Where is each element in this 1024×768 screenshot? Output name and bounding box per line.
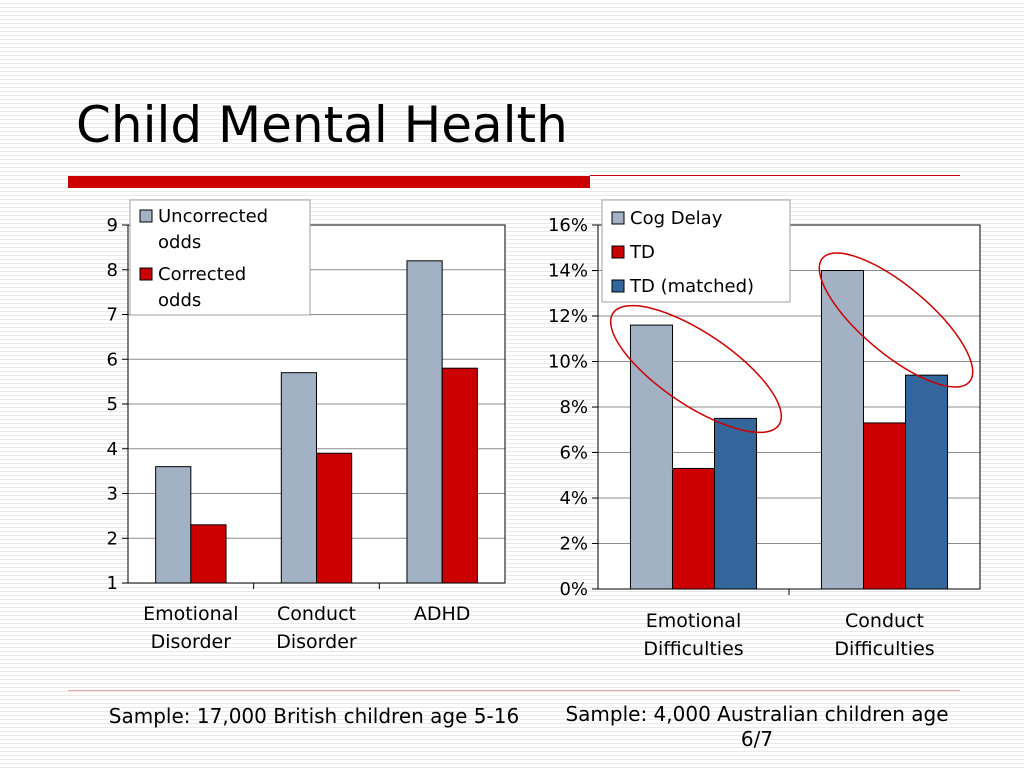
legend-swatch [611,245,625,259]
bar [905,374,949,590]
annotation-ellipse [609,304,783,434]
legend-label: odds [158,290,201,311]
y-tick-label: 2 [107,528,118,549]
y-tick-label: 3 [107,484,118,505]
legend-swatch [611,211,625,225]
bar [406,260,443,584]
x-tick-label: Emotional [143,603,238,625]
y-tick-label: 0% [559,579,588,600]
y-tick-label: 12% [548,306,588,327]
y-tick-label: 14% [548,261,588,282]
title-accent-bar [68,176,590,188]
legend [129,199,311,316]
y-tick-label: 9 [107,215,118,236]
title-rule-thin [590,175,960,176]
annotation-ellipse [818,252,974,388]
bar [280,372,317,584]
x-tick-label: Conduct [845,610,924,632]
legend [601,199,791,303]
legend-label: Uncorrected [158,206,268,227]
bar [155,466,192,584]
plot-frame [127,224,506,584]
y-tick-label: 4 [107,439,118,460]
bar [316,452,353,584]
legend-label: odds [158,232,201,253]
y-tick-label: 5 [107,394,118,415]
bar [671,467,716,590]
x-tick-label: Difficulties [643,638,743,660]
legend-swatch [139,209,153,223]
y-tick-label: 7 [107,305,118,326]
legend-swatch [139,267,153,281]
x-tick-label: Difficulties [834,638,934,660]
y-tick-label: 1 [107,573,118,594]
bar [629,324,673,590]
legend-label: Corrected [158,264,246,285]
x-tick-label: ADHD [414,603,471,625]
y-tick-label: 8% [559,397,588,418]
x-tick-label: Disorder [276,631,357,653]
x-tick-label: Disorder [151,631,232,653]
bar [862,422,907,590]
caption-right: Sample: 4,000 Australian children age 6/… [565,702,949,751]
bar [714,417,758,590]
caption-left: Sample: 17,000 British children age 5-16 [108,704,520,728]
y-tick-label: 4% [559,488,588,509]
legend-label: TD [629,242,655,263]
x-tick-label: Conduct [277,603,356,625]
y-tick-label: 2% [559,534,588,555]
y-tick-label: 6% [559,443,588,464]
legend-label: Cog Delay [630,208,723,229]
legend-swatch [611,279,625,293]
slide-title: Child Mental Health [76,96,568,154]
x-tick-label: Emotional [646,610,741,632]
legend-label: TD (matched) [629,276,754,297]
y-tick-label: 8 [107,260,118,281]
y-tick-label: 16% [548,215,588,236]
y-tick-label: 6 [107,349,118,370]
y-tick-label: 10% [548,352,588,373]
footer-rule [68,690,960,691]
bar [820,270,864,590]
bar [441,367,478,584]
